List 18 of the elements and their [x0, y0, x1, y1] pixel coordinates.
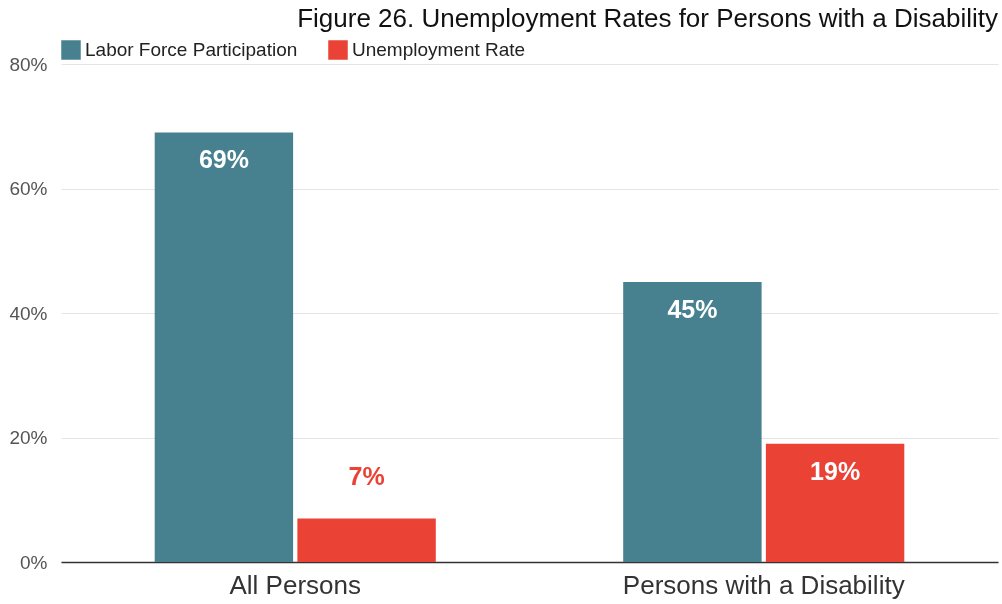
bar	[154, 132, 294, 562]
x-tick-label: Persons with a Disability	[622, 569, 905, 600]
bar	[297, 518, 436, 562]
y-tick-label: 20%	[9, 427, 48, 448]
data-label: 45%	[667, 294, 718, 323]
data-label: 19%	[810, 456, 861, 485]
data-label: 7%	[348, 462, 385, 491]
x-tick-label: All Persons	[229, 569, 361, 600]
legend-label: Labor Force Participation	[85, 39, 298, 60]
chart-title: Figure 26. Unemployment Rates for Persons with a Disability	[297, 3, 998, 33]
y-tick-label: 60%	[9, 178, 48, 199]
bar	[765, 443, 905, 562]
y-tick-label: 40%	[9, 302, 48, 324]
y-tick-label: 0%	[20, 551, 48, 573]
legend-label: Unemployment Rate	[352, 39, 526, 60]
bar	[623, 281, 762, 562]
data-label: 69%	[198, 145, 249, 174]
y-tick-label: 80%	[9, 53, 48, 75]
